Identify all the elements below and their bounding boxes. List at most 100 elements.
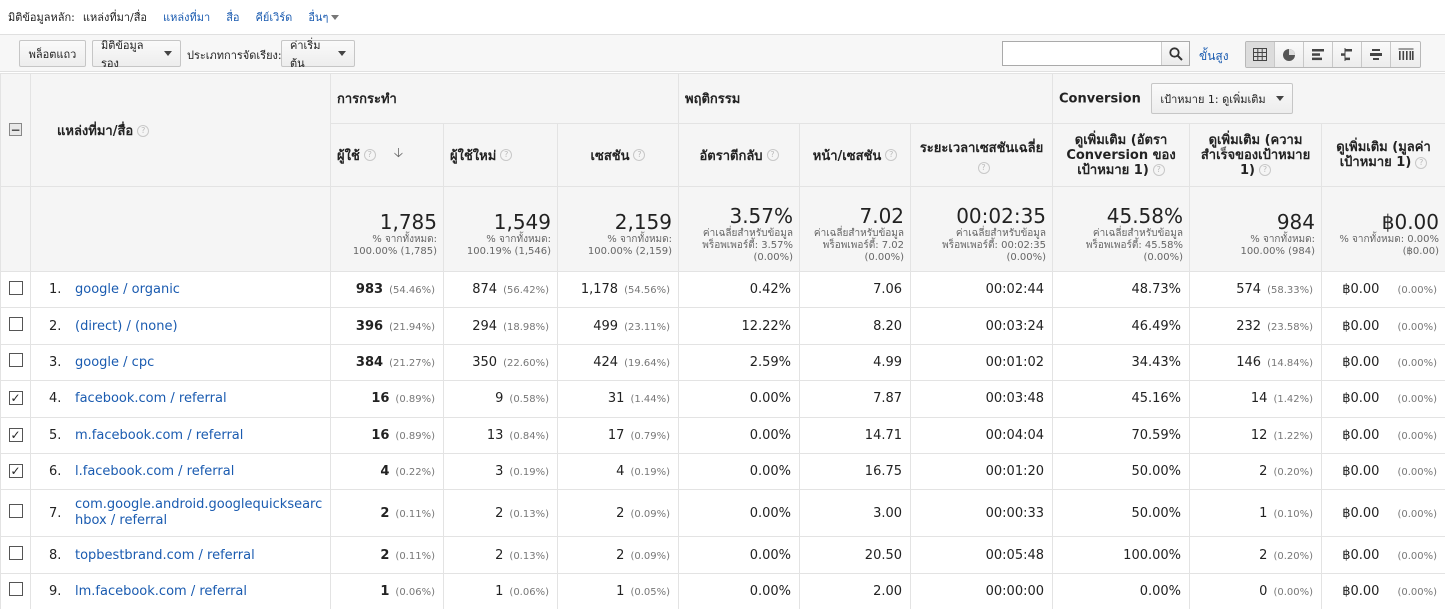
row-users-value: 2 bbox=[380, 547, 390, 563]
goal-select-dropdown[interactable]: เป้าหมาย 1: ดูเพิ่มเติม bbox=[1151, 83, 1293, 114]
row-source-link[interactable]: google / organic bbox=[75, 282, 180, 298]
help-icon[interactable]: ? bbox=[977, 161, 990, 174]
row-source-link[interactable]: facebook.com / referral bbox=[75, 391, 227, 407]
dimension-medium-link[interactable]: สื่อ bbox=[226, 11, 240, 24]
help-icon[interactable]: ? bbox=[1415, 156, 1428, 169]
search-input[interactable] bbox=[1003, 42, 1161, 65]
dimension-header[interactable]: แหล่งที่มา/สื่อ? bbox=[30, 73, 331, 187]
search-button[interactable] bbox=[1161, 42, 1189, 65]
total-users: 1,785% จากทั้งหมด: 100.00% (1,785) bbox=[330, 186, 444, 272]
table-search bbox=[1002, 41, 1190, 66]
help-icon[interactable]: ? bbox=[1152, 164, 1165, 176]
row-new-users: 9 (0.58%) bbox=[443, 380, 558, 418]
row-checkbox[interactable]: ✓ bbox=[8, 464, 23, 479]
row-checkbox-cell: ✓ bbox=[0, 380, 31, 418]
dimension-keyword-link[interactable]: คีย์เวิร์ด bbox=[255, 11, 293, 24]
bar-view-button[interactable] bbox=[1304, 42, 1333, 67]
row-pages-per-session: 2.00 bbox=[799, 572, 912, 609]
row-checkbox[interactable]: ✓ bbox=[8, 427, 23, 442]
row-source-link[interactable]: google / cpc bbox=[75, 354, 155, 370]
row-new-users-pct: (56.42%) bbox=[503, 285, 549, 297]
total-avg-session-duration: 00:02:35 ค่าเฉลี่ยสำหรับข้อมูล พร็อพเพอร์ต… bbox=[910, 186, 1054, 272]
row-users-value: 16 bbox=[371, 391, 390, 407]
sort-type-label: ประเภทการจัดเรียง: bbox=[187, 49, 282, 62]
col-users[interactable]: ผู้ใช้? 🡣 bbox=[330, 123, 444, 187]
row-goal-conversion-rate: 45.16% bbox=[1052, 380, 1191, 418]
dimension-source-link[interactable]: แหล่งที่มา bbox=[163, 11, 211, 24]
term-cloud-view-button[interactable] bbox=[1362, 42, 1391, 67]
col-users-label: ผู้ใช้ bbox=[337, 148, 360, 164]
row-source-cell: 4. facebook.com / referral bbox=[30, 380, 331, 418]
pie-view-button[interactable] bbox=[1275, 42, 1304, 67]
row-avg-session-duration: 00:01:02 bbox=[910, 343, 1054, 382]
row-users: 396 (21.94%) bbox=[330, 307, 444, 345]
dimension-more-dropdown[interactable]: อื่นๆ bbox=[308, 8, 340, 26]
row-source-cell: 6. l.facebook.com / referral bbox=[30, 452, 331, 491]
advanced-filter-link[interactable]: ขั้นสูง bbox=[1199, 49, 1229, 63]
comparison-view-button[interactable] bbox=[1333, 42, 1362, 67]
row-new-users-pct: (0.58%) bbox=[509, 394, 549, 406]
row-checkbox[interactable] bbox=[8, 546, 23, 561]
row-goal-completions-value: 0 bbox=[1259, 583, 1268, 599]
row-goal-value-pct: (0.00%) bbox=[1397, 508, 1438, 520]
row-source-link[interactable]: (direct) / (none) bbox=[75, 318, 178, 334]
total-value: 45.58% bbox=[1106, 204, 1184, 228]
row-source-link[interactable]: l.facebook.com / referral bbox=[75, 464, 235, 480]
row-sessions-value: 17 bbox=[607, 427, 625, 443]
help-icon[interactable]: ? bbox=[500, 149, 513, 161]
row-sessions: 2 (0.09%) bbox=[556, 489, 680, 538]
help-icon[interactable]: ? bbox=[766, 149, 779, 161]
row-sessions: 17 (0.79%) bbox=[556, 416, 680, 454]
row-source-link[interactable]: topbestbrand.com / referral bbox=[75, 547, 255, 563]
column-header-row: ผู้ใช้? 🡣 ผู้ใช้ใหม่? เซสชัน? อัตราตีกลับ… bbox=[1, 123, 1445, 187]
collapse-all-checkbox[interactable]: − bbox=[9, 122, 22, 137]
row-avg-session-duration-value: 00:02:44 bbox=[985, 282, 1045, 298]
col-goal-value[interactable]: ดูเพิ่มเติม (มูลค่าเป้าหมาย 1)? bbox=[1321, 123, 1445, 187]
row-sessions-value: 2 bbox=[616, 505, 625, 521]
plot-rows-button[interactable]: พล็อตแถว bbox=[19, 40, 86, 67]
row-checkbox[interactable] bbox=[8, 353, 23, 368]
secondary-dimension-dropdown[interactable]: มิติข้อมูลรอง bbox=[92, 39, 181, 70]
col-pages-per-session[interactable]: หน้า/เซสชัน? bbox=[799, 123, 912, 187]
row-pages-per-session-value: 3.00 bbox=[873, 505, 903, 521]
table-view-button[interactable] bbox=[1246, 42, 1275, 67]
group-acquisition: การกระทำ bbox=[329, 73, 680, 124]
col-sessions[interactable]: เซสชัน? bbox=[556, 123, 680, 187]
row-avg-session-duration: 00:02:44 bbox=[910, 270, 1054, 309]
col-avg-session-duration[interactable]: ระยะเวลาเซสชันเฉลี่ย? bbox=[910, 123, 1054, 187]
row-checkbox[interactable] bbox=[8, 317, 23, 332]
row-sessions-pct: (1.44%) bbox=[630, 394, 671, 406]
total-new-users: 1,549% จากทั้งหมด: 100.19% (1,546) bbox=[443, 186, 558, 272]
row-sessions-value: 4 bbox=[616, 464, 625, 480]
help-icon[interactable]: ? bbox=[137, 125, 150, 137]
row-bounce-rate: 0.00% bbox=[678, 489, 801, 538]
row-source-link[interactable]: lm.facebook.com / referral bbox=[75, 583, 247, 599]
total-value: 3.57% bbox=[729, 204, 794, 228]
sort-type-dropdown[interactable]: ค่าเริ่มต้น bbox=[281, 39, 355, 70]
help-icon[interactable]: ? bbox=[363, 149, 376, 161]
col-new-users[interactable]: ผู้ใช้ใหม่? bbox=[443, 123, 558, 187]
row-avg-session-duration: 00:03:24 bbox=[910, 307, 1054, 345]
row-avg-session-duration: 00:00:00 bbox=[910, 572, 1054, 609]
row-goal-completions-pct: (58.33%) bbox=[1267, 285, 1314, 297]
row-checkbox[interactable] bbox=[8, 280, 23, 295]
row-checkbox[interactable] bbox=[8, 504, 23, 519]
row-goal-conversion-rate-value: 0.00% bbox=[1139, 583, 1182, 599]
col-goal-completions[interactable]: ดูเพิ่มเติม (ความสำเร็จของเป้าหมาย 1)? bbox=[1189, 123, 1323, 187]
row-bounce-rate: 0.42% bbox=[678, 270, 801, 309]
total-note: % จากทั้งหมด: bbox=[607, 234, 673, 245]
row-source-cell: 1. google / organic bbox=[30, 270, 331, 309]
help-icon[interactable]: ? bbox=[633, 149, 646, 161]
row-new-users-pct: (18.98%) bbox=[503, 321, 549, 333]
help-icon[interactable]: ? bbox=[1259, 164, 1272, 176]
row-source-link[interactable]: m.facebook.com / referral bbox=[75, 427, 244, 443]
col-goal-conversion-rate[interactable]: ดูเพิ่มเติม (อัตรา Conversion ของเป้าหมา… bbox=[1052, 123, 1191, 187]
col-bounce-rate[interactable]: อัตราตีกลับ? bbox=[678, 123, 801, 187]
help-icon[interactable]: ? bbox=[885, 149, 898, 161]
row-checkbox[interactable]: ✓ bbox=[8, 391, 23, 406]
pivot-view-button[interactable] bbox=[1391, 42, 1420, 67]
row-source-link[interactable]: com.google.android.googlequicksearchbox … bbox=[75, 497, 323, 529]
row-goal-value: ฿0.00 (0.00%) bbox=[1321, 270, 1445, 309]
row-avg-session-duration: 00:03:48 bbox=[910, 380, 1054, 418]
row-checkbox[interactable] bbox=[8, 582, 23, 597]
